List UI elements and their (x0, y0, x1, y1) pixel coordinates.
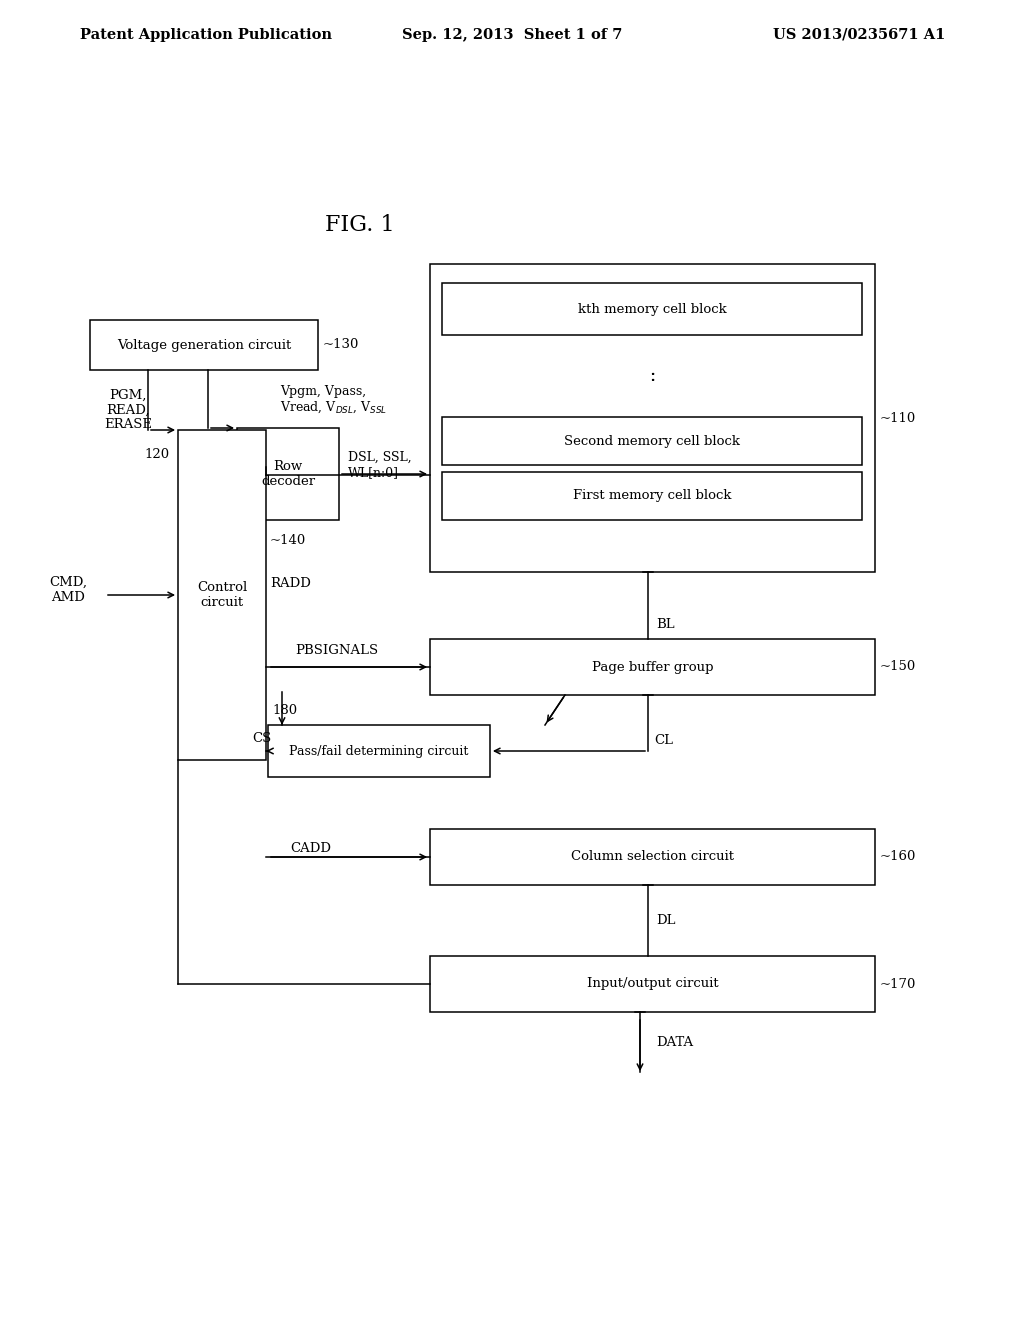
Text: DATA: DATA (656, 1035, 693, 1048)
Bar (442, 417, 862, 465)
Text: Voltage generation circuit: Voltage generation circuit (117, 338, 291, 351)
Text: BL: BL (656, 619, 675, 631)
Text: PBSIGNALS: PBSIGNALS (295, 644, 378, 657)
Text: Page buffer group: Page buffer group (592, 660, 714, 673)
Bar (430, 829, 874, 884)
Bar (268, 725, 490, 777)
Text: Second memory cell block: Second memory cell block (564, 434, 740, 447)
Text: CADD: CADD (290, 842, 331, 855)
Bar (90, 319, 318, 370)
Bar (430, 956, 874, 1012)
Text: ~160: ~160 (880, 850, 916, 863)
Bar (430, 639, 874, 696)
Text: First memory cell block: First memory cell block (572, 490, 731, 503)
Text: Row
decoder: Row decoder (261, 459, 315, 488)
Text: Control
circuit: Control circuit (197, 581, 247, 609)
Text: DL: DL (656, 913, 676, 927)
Text: Sep. 12, 2013  Sheet 1 of 7: Sep. 12, 2013 Sheet 1 of 7 (401, 28, 623, 42)
Text: ~130: ~130 (323, 338, 359, 351)
Text: Pass/fail determining circuit: Pass/fail determining circuit (290, 744, 469, 758)
Bar (430, 264, 874, 572)
Text: ~170: ~170 (880, 978, 916, 990)
Text: 180: 180 (272, 704, 297, 717)
Bar (442, 282, 862, 335)
Bar (442, 473, 862, 520)
Text: CS: CS (252, 733, 271, 744)
Text: Input/output circuit: Input/output circuit (587, 978, 718, 990)
Text: :: : (649, 367, 655, 385)
Text: :: : (649, 367, 655, 385)
Text: DSL, SSL,
WL[n:0]: DSL, SSL, WL[n:0] (348, 451, 412, 479)
Text: CL: CL (654, 734, 673, 747)
Text: kth memory cell block: kth memory cell block (578, 302, 726, 315)
Text: CMD,
AMD: CMD, AMD (49, 576, 87, 605)
Text: FIG. 1: FIG. 1 (326, 214, 395, 236)
Text: Vpgm, Vpass,
Vread, V$_{DSL}$, V$_{SSL}$: Vpgm, Vpass, Vread, V$_{DSL}$, V$_{SSL}$ (280, 384, 387, 416)
Text: Column selection circuit: Column selection circuit (571, 850, 734, 863)
Text: ~110: ~110 (880, 412, 916, 425)
Bar (237, 428, 339, 520)
Text: RADD: RADD (270, 577, 311, 590)
Text: ~140: ~140 (270, 533, 306, 546)
Text: 120: 120 (144, 449, 170, 462)
Text: PGM,
READ,
ERASE: PGM, READ, ERASE (104, 388, 152, 432)
Bar (178, 430, 266, 760)
Text: US 2013/0235671 A1: US 2013/0235671 A1 (773, 28, 945, 42)
Text: Patent Application Publication: Patent Application Publication (80, 28, 332, 42)
Text: ~150: ~150 (880, 660, 916, 673)
